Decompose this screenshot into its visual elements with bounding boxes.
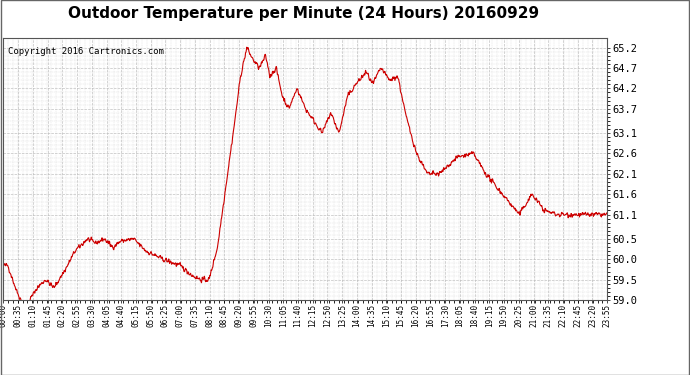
Text: Outdoor Temperature per Minute (24 Hours) 20160929: Outdoor Temperature per Minute (24 Hours…	[68, 6, 539, 21]
Text: Temperature  (°F): Temperature (°F)	[497, 24, 603, 34]
Text: Copyright 2016 Cartronics.com: Copyright 2016 Cartronics.com	[8, 47, 164, 56]
